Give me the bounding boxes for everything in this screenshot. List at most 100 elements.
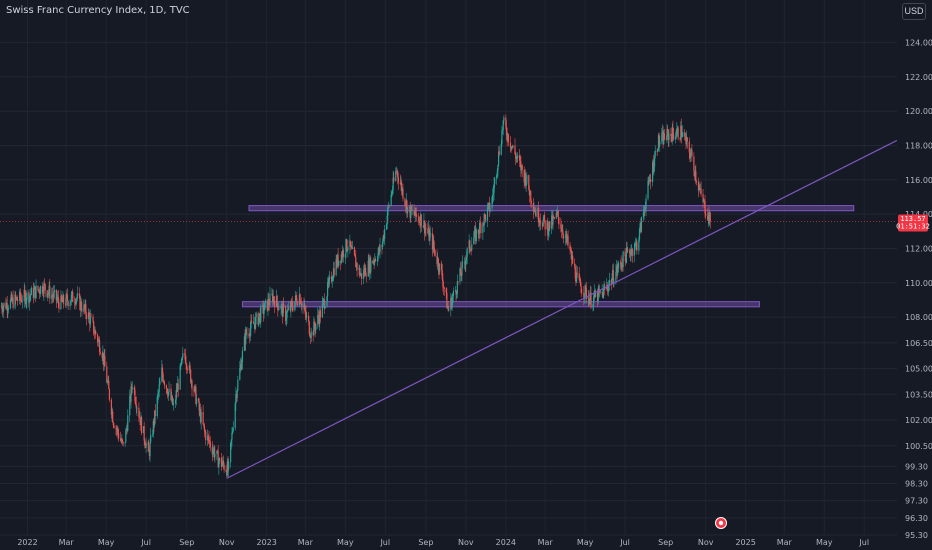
earnings-event-icon[interactable] (715, 517, 727, 529)
candle-body (324, 305, 326, 309)
candle (35, 279, 37, 299)
candle (451, 293, 453, 312)
candle-body (111, 411, 113, 415)
candle (195, 383, 197, 405)
candle (488, 202, 490, 210)
candle (92, 313, 94, 324)
candle-body (561, 230, 563, 232)
candle (533, 202, 535, 214)
candle (514, 138, 516, 156)
candle (507, 133, 510, 147)
candle-body (139, 417, 141, 426)
candle (48, 281, 50, 296)
candle-body (469, 240, 471, 250)
candle-body (230, 442, 232, 463)
candle (55, 289, 57, 308)
candle-body (541, 223, 544, 227)
candle-body (223, 464, 225, 470)
currency-button[interactable]: USD (902, 3, 926, 20)
candle (29, 288, 31, 301)
candle-body (172, 403, 174, 405)
candle-body (647, 181, 649, 199)
candle-body (460, 268, 462, 276)
candle-body (241, 350, 244, 363)
candle (11, 292, 13, 303)
candle-body (645, 198, 647, 209)
candle (644, 201, 646, 213)
candle-body (360, 273, 362, 275)
y-tick-label: 99.30 (905, 462, 928, 471)
candle-body (108, 380, 110, 389)
candle-body (617, 262, 620, 269)
candle (273, 296, 275, 304)
candle (66, 293, 68, 298)
candle (589, 299, 591, 305)
candle-body (488, 202, 490, 205)
candle-body (491, 197, 493, 209)
candle (570, 247, 572, 267)
candle (525, 183, 527, 192)
candle-body (699, 188, 702, 190)
candle (351, 241, 353, 250)
candle (560, 220, 563, 238)
candle-body (437, 258, 439, 269)
candle-body (112, 422, 114, 426)
candle (689, 147, 691, 163)
candle-body (515, 154, 517, 159)
candle-body (539, 220, 542, 224)
candle (347, 239, 349, 258)
candle (197, 397, 200, 403)
candle-body (507, 134, 509, 140)
candle-body (460, 275, 462, 276)
candle-body (401, 182, 403, 192)
candle (392, 170, 394, 195)
candle-body (424, 227, 426, 234)
candle-body (218, 457, 221, 462)
candle-body (328, 276, 331, 279)
candle-body (152, 434, 154, 436)
candle (310, 327, 312, 343)
candle-body (184, 354, 187, 363)
candle (252, 314, 255, 324)
candle-body (505, 126, 508, 136)
candle-body (195, 398, 198, 404)
candle-body (703, 200, 705, 202)
candle (487, 203, 489, 211)
candle-body (391, 190, 394, 194)
candle (680, 118, 683, 144)
candle-body (442, 287, 445, 288)
candle (120, 437, 122, 444)
price-axis[interactable]: 124.00122.00120.00118.00116.00114.00112.… (897, 0, 932, 550)
candle (350, 245, 352, 248)
candle (645, 194, 647, 217)
candle (198, 398, 200, 417)
candle-body (420, 214, 422, 227)
candle (263, 303, 265, 319)
candle (491, 195, 493, 212)
candle (693, 152, 695, 177)
candle-body (11, 297, 14, 302)
candle (406, 199, 408, 219)
candle-body (388, 205, 390, 206)
candle-body (395, 170, 398, 172)
candle-body (168, 388, 170, 392)
candle-body (277, 308, 280, 311)
chart-grid (0, 42, 897, 536)
candle-body (456, 281, 458, 294)
candle-body (131, 386, 133, 389)
candle-body (162, 374, 164, 382)
time-axis[interactable]: 2022 Mar May Jul Sep Nov 2023 Mar May Jul Sep Nov 20… (17, 538, 869, 547)
candle (528, 185, 531, 203)
candle-body (7, 309, 9, 311)
candle (323, 293, 325, 315)
candle-body (583, 292, 585, 298)
candle (406, 206, 409, 218)
candle (306, 311, 308, 323)
candle (209, 436, 211, 452)
candle (258, 312, 261, 324)
candle-body (489, 208, 491, 212)
candle-body (34, 286, 36, 290)
candle-body (560, 228, 563, 232)
candle (237, 375, 239, 392)
